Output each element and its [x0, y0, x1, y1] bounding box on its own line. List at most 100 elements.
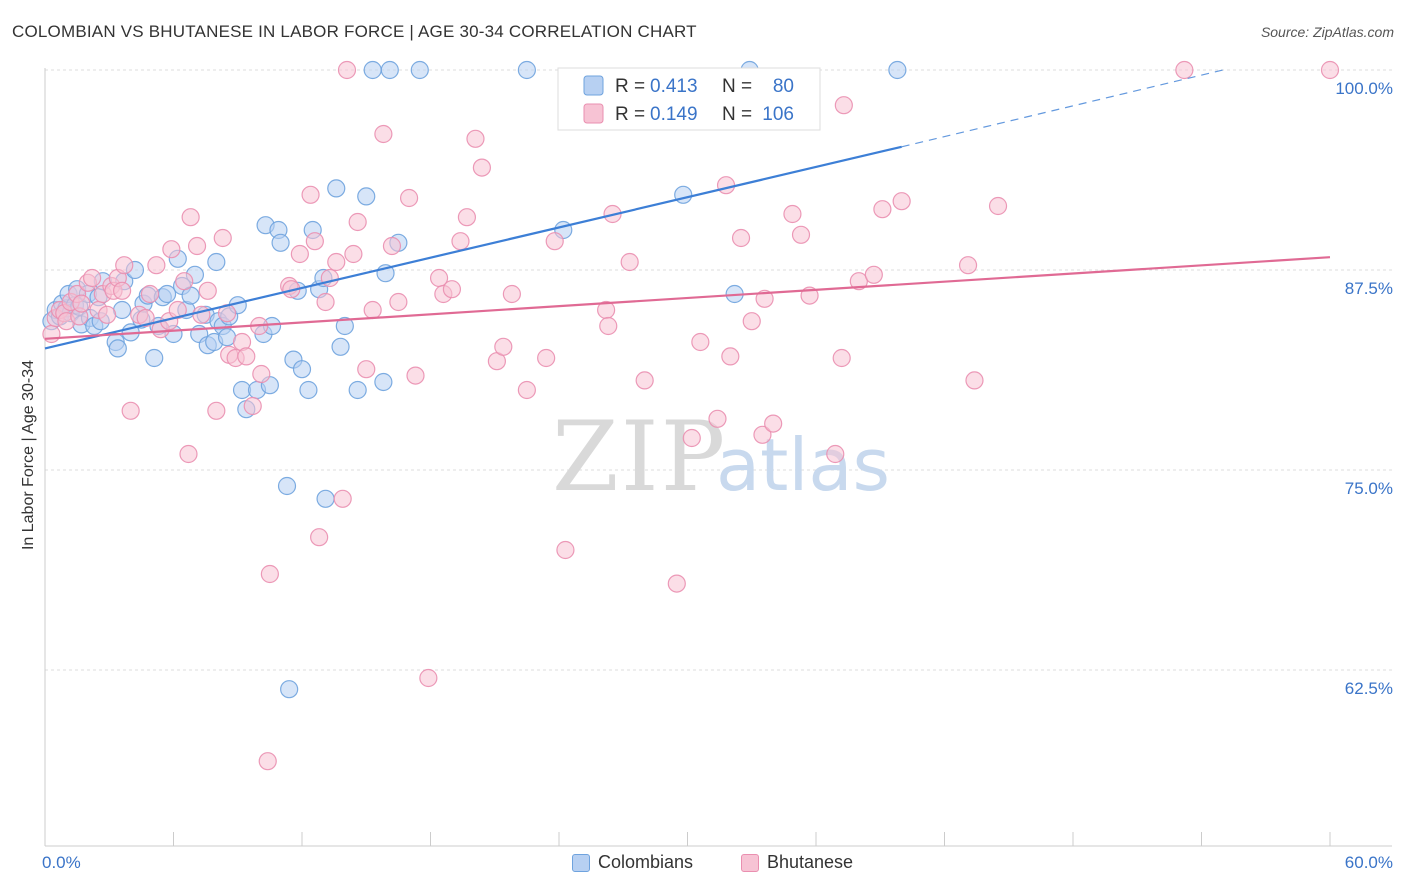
colombians-point-81 — [888, 60, 907, 80]
bhutanese-point-100 — [826, 444, 845, 464]
bhutanese-point-82 — [599, 316, 618, 336]
bhutanese-point-85 — [635, 371, 654, 390]
bhutanese-point-27 — [168, 300, 187, 320]
bhutanese-point-65 — [406, 366, 425, 385]
bhutanese-point-41 — [243, 396, 262, 416]
bhutanese-point-28 — [175, 272, 194, 291]
legend-r-label-bhutanese: R = — [615, 104, 645, 125]
bhutanese-point-30 — [181, 208, 200, 227]
bhutanese-point-69 — [442, 280, 462, 299]
bhutanese-point-18 — [115, 256, 134, 275]
colombians-trend-line — [44, 145, 902, 350]
legend-label-colombians: Colombians — [598, 852, 694, 872]
x-tick-labels: 0.0% 60.0% — [42, 853, 1393, 872]
colombians-point-69 — [357, 187, 376, 206]
legend-item-bhutanese: Bhutanese — [741, 852, 853, 873]
bhutanese-point-49 — [301, 185, 320, 204]
bhutanese-point-10 — [83, 268, 102, 288]
bhutanese-point-13 — [98, 305, 117, 324]
svg-text:atlas: atlas — [716, 423, 890, 507]
colombians-point-40 — [207, 252, 226, 272]
bhutanese-point-102 — [834, 96, 853, 115]
legend-swatch-colombians-stats — [583, 75, 604, 96]
bhutanese-point-92 — [731, 228, 751, 248]
colombians-point-65 — [327, 179, 346, 198]
bhutanese-point-19 — [121, 401, 140, 420]
gridlines — [45, 69, 1392, 671]
bhutanese-point-98 — [791, 225, 811, 244]
series-legend: Colombians Bhutanese — [0, 852, 1406, 876]
bhutanese-point-26 — [162, 240, 181, 259]
bhutanese-point-75 — [494, 337, 513, 356]
colombians-point-54 — [271, 233, 290, 252]
bhutanese-point-32 — [192, 305, 211, 324]
colombians-point-29 — [157, 284, 177, 304]
colombians-point-78 — [674, 185, 693, 204]
bhutanese-point-94 — [753, 425, 772, 444]
legend-swatch-bhutanese — [741, 853, 759, 872]
bhutanese-point-51 — [310, 528, 329, 547]
colombians-point-55 — [277, 476, 297, 496]
bhutanese-point-0 — [42, 324, 61, 344]
colombians-point-76 — [517, 60, 536, 80]
bhutanese-point-8 — [72, 294, 91, 313]
bhutanese-point-108 — [965, 371, 984, 390]
source-label: Source: ZipAtlas.com — [1260, 24, 1394, 40]
bhutanese-point-73 — [472, 158, 491, 177]
svg-text:ZIP: ZIP — [552, 401, 727, 513]
bhutanese-point-104 — [864, 265, 883, 284]
legend-swatch-bhutanese-stats — [583, 103, 604, 124]
bhutanese-point-45 — [260, 564, 279, 584]
legend-r-value-colombians: 0.413 — [650, 76, 698, 97]
colombians-point-43 — [217, 328, 237, 347]
colombians-point-67 — [335, 316, 354, 336]
bhutanese-point-66 — [419, 668, 438, 688]
legend-n-label-bhutanese: N = — [722, 104, 752, 125]
legend-n-label-colombians: N = — [722, 76, 752, 97]
bhutanese-point-43 — [252, 364, 271, 384]
bhutanese-point-72 — [466, 129, 485, 148]
bhutanese-point-40 — [237, 347, 256, 366]
legend-label-bhutanese: Bhutanese — [767, 852, 854, 872]
bhutanese-point-77 — [517, 380, 536, 400]
bhutanese-point-61 — [374, 124, 393, 144]
bhutanese-point-17 — [112, 281, 132, 300]
bhutanese-point-64 — [399, 188, 419, 208]
colombians-point-64 — [316, 489, 335, 508]
bhutanese-point-44 — [258, 752, 277, 771]
bhutanese-trend-line — [44, 256, 1331, 340]
bhutanese-point-96 — [764, 414, 783, 433]
bhutanese-point-91 — [721, 347, 740, 366]
bhutanese-point-50 — [305, 232, 324, 251]
colombians-point-75 — [410, 60, 429, 80]
bhutanese-point-54 — [327, 252, 346, 272]
y-axis-label: In Labor Force | Age 30-34 — [20, 360, 37, 550]
bhutanese-point-52 — [316, 292, 335, 312]
colombians-point-56 — [280, 680, 299, 699]
bhutanese-point-31 — [187, 236, 207, 256]
bhutanese-point-58 — [348, 212, 367, 232]
bhutanese-point-71 — [457, 208, 477, 227]
bhutanese-point-48 — [290, 244, 309, 264]
bhutanese-point-33 — [198, 281, 217, 300]
bhutanese-point-70 — [451, 232, 470, 251]
trend-lines — [44, 69, 1331, 350]
y-tick-labels: 62.5% 75.0% 87.5% 100.0% — [1335, 79, 1393, 698]
bhutanese-point-63 — [389, 292, 408, 312]
bhutanese-point-90 — [716, 176, 736, 195]
axes — [44, 68, 1392, 847]
bhutanese-point-103 — [849, 272, 868, 291]
y-tick-label-87.5: 87.5% — [1345, 279, 1393, 298]
bhutanese-point-78 — [537, 348, 556, 368]
colombians-point-68 — [348, 380, 367, 400]
bhutanese-point-59 — [357, 360, 376, 379]
bhutanese-point-89 — [708, 409, 727, 428]
bhutanese-point-86 — [667, 574, 686, 593]
chart-title: COLOMBIAN VS BHUTANESE IN LABOR FORCE | … — [12, 22, 697, 41]
legend-swatch-colombians — [572, 853, 590, 872]
bhutanese-point-105 — [873, 200, 892, 219]
colombians-point-73 — [380, 60, 399, 80]
colombians-point-60 — [299, 380, 318, 400]
bhutanese-point-62 — [382, 236, 402, 256]
